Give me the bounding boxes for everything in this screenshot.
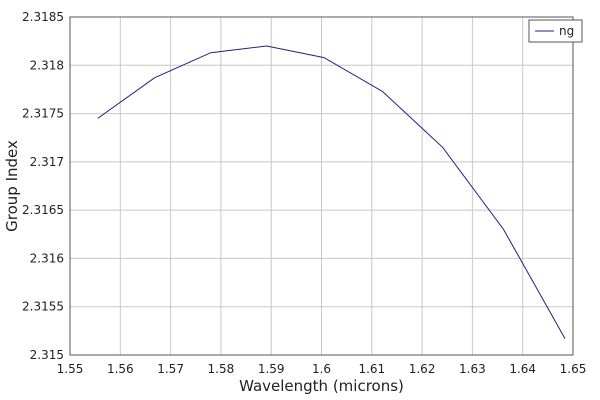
y-tick-label: 2.316 xyxy=(30,251,64,265)
legend-label: ng xyxy=(559,24,574,38)
x-tick-label: 1.63 xyxy=(459,362,486,376)
x-tick-label: 1.6 xyxy=(312,362,331,376)
x-tick-label: 1.62 xyxy=(409,362,436,376)
y-tick-label: 2.3165 xyxy=(22,203,64,217)
plot-frame xyxy=(69,16,574,356)
x-axis-title: Wavelength (microns) xyxy=(239,377,404,395)
grid xyxy=(69,16,574,356)
y-tick-label: 2.315 xyxy=(30,348,64,362)
x-tick-label: 1.56 xyxy=(107,362,134,376)
y-tick-label: 2.3185 xyxy=(22,10,64,24)
legend-box xyxy=(528,19,583,43)
x-tick-label: 1.64 xyxy=(509,362,536,376)
y-tick-labels: 2.315 2.3155 2.316 2.3165 2.317 2.3175 2.318 2.… xyxy=(22,10,64,362)
series-layer xyxy=(97,45,566,339)
x-tick-label: 1.58 xyxy=(208,362,235,376)
y-tick-label: 2.3175 xyxy=(22,107,64,121)
x-tick-label: 1.61 xyxy=(358,362,385,376)
x-tick-label: 1.65 xyxy=(560,362,587,376)
y-tick-label: 2.317 xyxy=(30,155,64,169)
y-tick-label: 2.318 xyxy=(30,58,64,72)
x-tick-labels: 1.55 1.56 1.57 1.58 1.59 1.6 1.61 1.62 1.63 1.64 1… xyxy=(57,362,587,376)
y-tick-label: 2.3155 xyxy=(22,300,64,314)
series-line-ng xyxy=(97,45,566,339)
x-tick-label: 1.57 xyxy=(157,362,184,376)
y-axis-title: Group Index xyxy=(3,140,21,232)
x-tick-label: 1.55 xyxy=(57,362,84,376)
x-tick-label: 1.59 xyxy=(258,362,285,376)
legend: ng xyxy=(528,19,583,43)
